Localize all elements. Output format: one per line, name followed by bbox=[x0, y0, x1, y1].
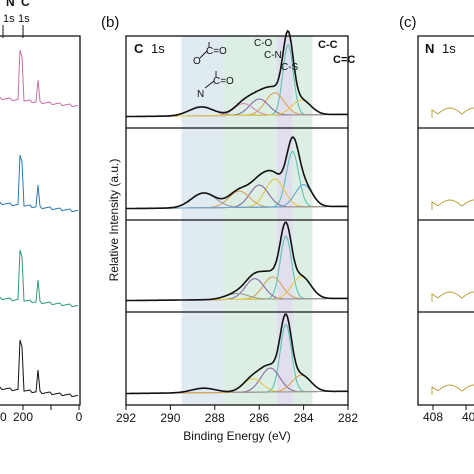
panel-c-title-element: N bbox=[425, 41, 434, 56]
annotation-c-n: C-N bbox=[264, 50, 282, 61]
panel-b-title-level: 1s bbox=[151, 41, 165, 56]
fit-envelope bbox=[126, 313, 349, 395]
spectrum-3 bbox=[125, 221, 349, 302]
x-tick-label: 284 bbox=[294, 411, 314, 425]
panel-c-title-level: 1s bbox=[442, 41, 456, 56]
panel-c: (c) N 1s 408 40 bbox=[399, 14, 474, 424]
panel-c-tick-label: 40 bbox=[462, 410, 474, 424]
noise-trace bbox=[431, 199, 474, 210]
fit-envelope bbox=[125, 221, 349, 302]
x-tick-label: 290 bbox=[160, 411, 180, 425]
panel-c-traces bbox=[431, 107, 474, 395]
x-tick-label: 292 bbox=[116, 411, 136, 425]
annotation-amide-carbonyl: C=O bbox=[213, 76, 234, 87]
annotation-amide-nitrogen: N bbox=[197, 89, 204, 100]
panel-a-peak-n-level: 1s bbox=[3, 13, 15, 25]
panel-a-tick-label: 0 bbox=[0, 410, 7, 424]
panel-b-x-axis: 292 290 288 286 284 282 bbox=[116, 405, 358, 425]
annotation-ester-oxygen: O bbox=[193, 56, 201, 67]
annotation-c-s: C-S bbox=[281, 62, 299, 73]
survey-trace bbox=[0, 154, 79, 213]
annotation-c-eq-c: C=C bbox=[333, 54, 355, 66]
noise-trace bbox=[431, 107, 474, 118]
survey-trace bbox=[0, 339, 79, 398]
svg-text:C 1s: C 1s bbox=[134, 41, 165, 56]
panel-a-frame bbox=[0, 35, 81, 406]
panel-a-traces bbox=[0, 49, 79, 398]
y-axis-title: Relative Intensity (a.u.) bbox=[107, 159, 121, 282]
annotation-c-o: C-O bbox=[254, 38, 273, 49]
bond-line bbox=[199, 50, 208, 59]
annotation-ester-carbonyl: C=O bbox=[206, 46, 227, 57]
panel-b: (b) C 1s C=O O C=O N C-O C-N C-S C-C C=C bbox=[101, 14, 358, 443]
bond-line bbox=[204, 80, 215, 89]
panel-b-title-element: C bbox=[134, 41, 144, 56]
survey-trace bbox=[0, 49, 79, 108]
functional-group-annotations: C=O O C=O N C-O C-N C-S C-C C=C bbox=[193, 38, 355, 100]
panel-a-x-ticks: 0 200 0 bbox=[0, 405, 83, 424]
panel-a-peak-c-element: C bbox=[21, 0, 30, 9]
annotation-c-c: C-C bbox=[318, 39, 338, 51]
survey-trace bbox=[0, 249, 79, 308]
spectrum-4 bbox=[126, 313, 349, 395]
fit-envelope bbox=[125, 29, 349, 118]
spectrum-2 bbox=[125, 136, 349, 210]
noise-trace bbox=[431, 291, 474, 302]
x-tick-label: 286 bbox=[249, 411, 269, 425]
noise-trace bbox=[431, 384, 474, 395]
spectrum-1 bbox=[125, 29, 349, 118]
panel-a-peak-n-element: N bbox=[6, 0, 15, 9]
panel-a-tick-label: 0 bbox=[76, 410, 83, 424]
panel-b-tag: (b) bbox=[101, 14, 119, 31]
panel-a: N 1s C 1s 0 200 0 bbox=[0, 0, 83, 424]
x-axis-title: Binding Energy (eV) bbox=[183, 429, 290, 443]
fit-envelope bbox=[125, 136, 349, 210]
svg-text:N 1s: N 1s bbox=[425, 41, 456, 56]
x-tick-label: 282 bbox=[338, 411, 358, 425]
panel-c-tick-label: 408 bbox=[423, 410, 443, 424]
panel-a-peak-c-level: 1s bbox=[18, 13, 30, 25]
panel-a-tick-label: 200 bbox=[13, 410, 33, 424]
stacked-spectra bbox=[125, 29, 349, 395]
x-tick-label: 288 bbox=[205, 411, 225, 425]
panel-c-tag: (c) bbox=[399, 14, 417, 31]
